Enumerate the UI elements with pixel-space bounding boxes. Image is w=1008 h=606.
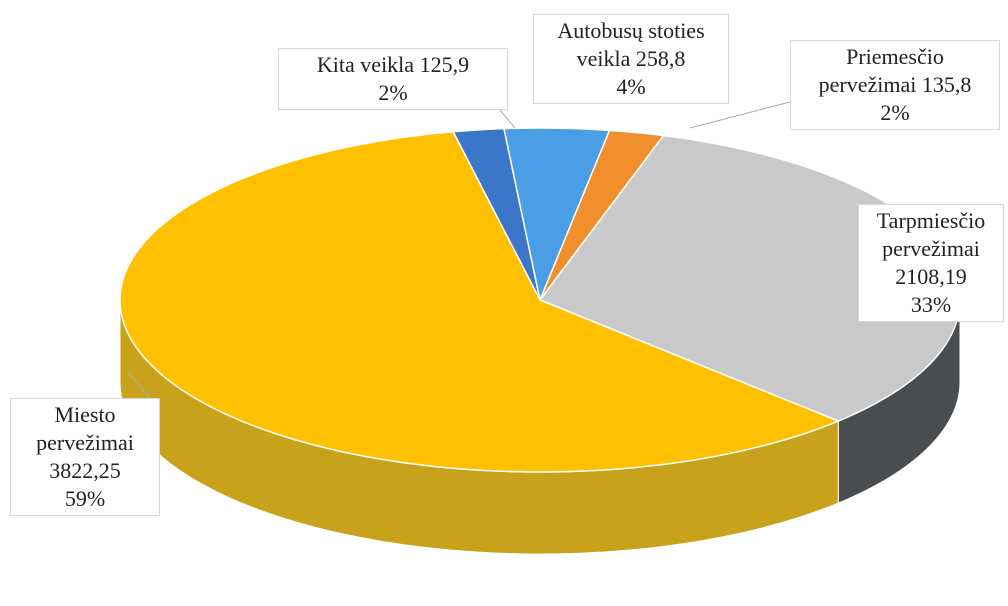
pie-slice (539, 129, 665, 301)
data-label: Tarpmiesčio pervežimai 2108,19 33% (858, 204, 1004, 322)
pie-tops (119, 127, 961, 473)
leader-line (689, 101, 791, 129)
data-label: Miesto pervežimai 3822,25 59% (10, 398, 160, 516)
leader-line (127, 371, 151, 399)
data-label: Priemesčio pervežimai 135,8 2% (790, 40, 1000, 130)
data-label: Autobusų stoties veikla 258,8 4% (533, 14, 729, 104)
pie-slice (503, 127, 611, 303)
pie-slice (119, 130, 841, 473)
data-label: Kita veikla 125,9 2% (278, 48, 508, 110)
